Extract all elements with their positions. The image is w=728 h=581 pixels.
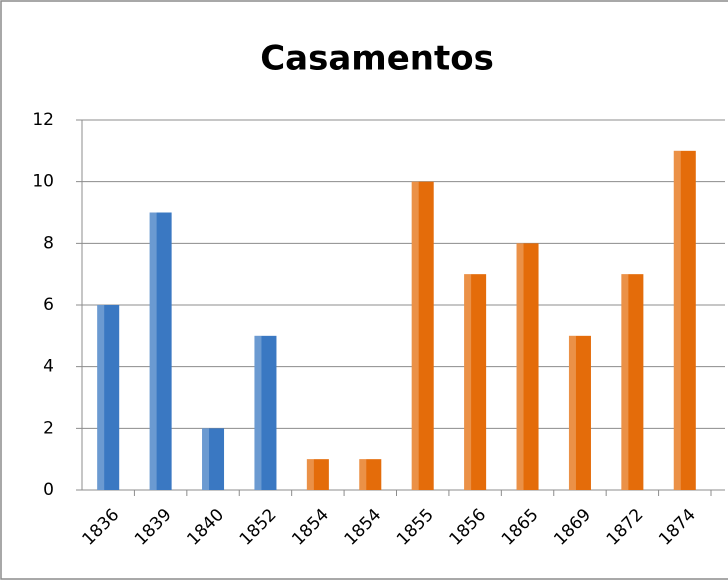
bar-highlight [149, 212, 157, 490]
bar [149, 212, 172, 490]
y-tick-label: 4 [43, 357, 54, 377]
bar [306, 459, 329, 490]
bar [97, 305, 120, 490]
bar [359, 459, 382, 490]
bar-highlight [306, 459, 314, 490]
bar-highlight [97, 305, 105, 490]
bar-highlight [673, 150, 681, 491]
bar-highlight [621, 274, 629, 490]
y-tick-label: 6 [43, 295, 54, 315]
bar-highlight [464, 274, 472, 490]
chart-title: Casamentos [260, 39, 494, 79]
bar [202, 428, 225, 490]
bar [464, 274, 487, 490]
y-tick-label: 0 [43, 480, 54, 500]
bar [254, 335, 277, 490]
y-tick-label: 2 [43, 418, 54, 438]
bar-highlight [254, 335, 262, 490]
bar [516, 243, 539, 490]
y-tick-label: 8 [43, 233, 54, 253]
bar-highlight [568, 335, 576, 490]
bar [411, 181, 434, 490]
bar-highlight [202, 428, 210, 490]
bar-highlight [411, 181, 419, 490]
bar [568, 335, 591, 490]
bar-highlight [516, 243, 524, 490]
y-tick-label: 10 [32, 172, 54, 192]
bar-highlight [359, 459, 367, 490]
bar [621, 274, 644, 490]
y-tick-label: 12 [32, 110, 54, 130]
bar [673, 150, 696, 491]
